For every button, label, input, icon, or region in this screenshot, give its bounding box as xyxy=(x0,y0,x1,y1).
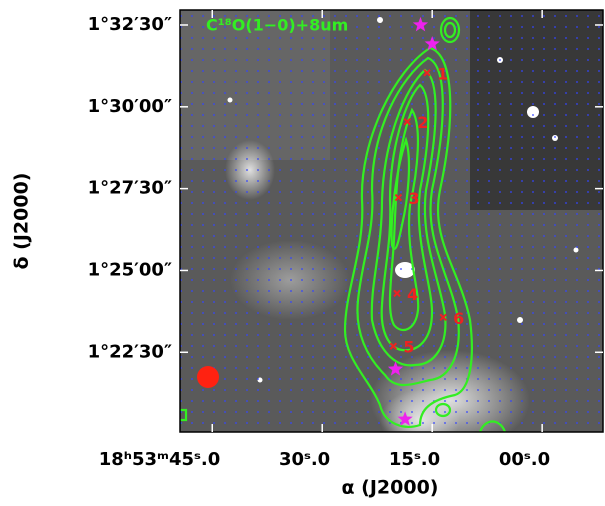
star-marker xyxy=(412,16,429,32)
source-label: 1 xyxy=(437,64,448,83)
source-marker xyxy=(403,118,411,126)
source-label: 6 xyxy=(453,309,464,328)
beam xyxy=(197,366,219,388)
y-axis-label: δ (J2000) xyxy=(11,173,33,270)
x-tick-label: 30ˢ.0 xyxy=(279,449,330,470)
source-label: 2 xyxy=(417,113,428,132)
x-axis-label: α (J2000) xyxy=(342,477,439,499)
y-tick-label: 1°30′00″ xyxy=(88,96,172,117)
sky-image xyxy=(180,10,603,432)
contours xyxy=(180,16,507,432)
star-marker xyxy=(387,361,404,376)
y-tick-label: 1°32′30″ xyxy=(88,14,172,35)
y-tick-label: 1°25′00″ xyxy=(88,259,172,280)
x-tick-label: 00ˢ.0 xyxy=(499,449,550,470)
source-marker xyxy=(393,289,401,298)
star-marker xyxy=(424,36,440,51)
x-tick-label: 18ʰ53ᵐ45ˢ.0 xyxy=(99,449,221,470)
x-tick-label: 15ˢ.0 xyxy=(389,449,440,470)
source-label: 5 xyxy=(403,338,414,357)
source-marker xyxy=(439,313,447,322)
source-marker xyxy=(394,193,403,202)
source-marker xyxy=(423,69,431,77)
source-marker xyxy=(389,342,398,350)
annotation: C¹⁸O(1−0)+8um xyxy=(206,16,348,35)
star-marker xyxy=(397,411,413,426)
source-label: 3 xyxy=(408,189,419,208)
y-tick-label: 1°27′30″ xyxy=(88,178,172,199)
source-label: 4 xyxy=(407,285,418,304)
y-tick-label: 1°22′30″ xyxy=(88,341,172,362)
plot-frame xyxy=(179,9,604,433)
